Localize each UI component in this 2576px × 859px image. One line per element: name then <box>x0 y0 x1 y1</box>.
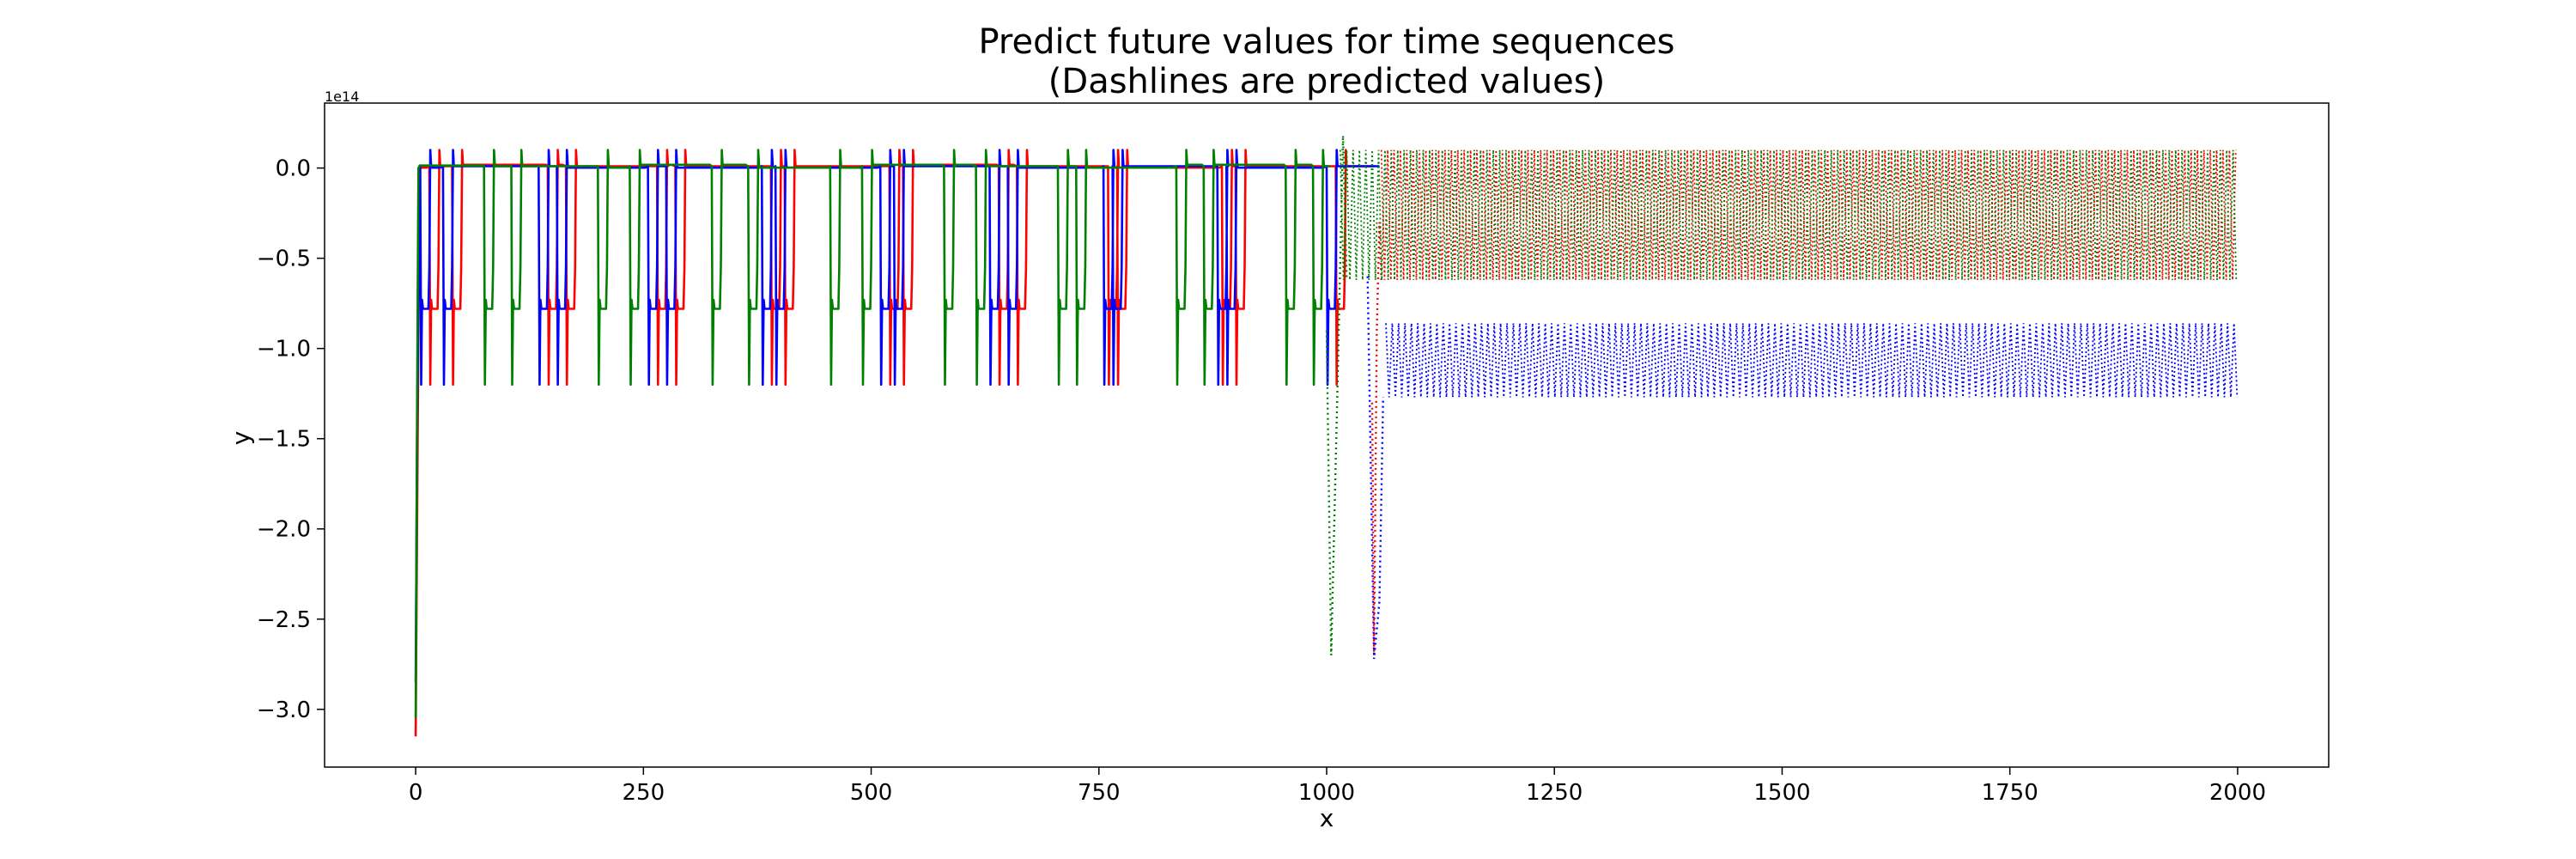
plot-area <box>414 135 2239 737</box>
x-tick-label: 1250 <box>1526 780 1583 806</box>
x-tick-label: 2000 <box>2209 780 2266 806</box>
x-tick-label: 750 <box>1078 780 1121 806</box>
chart-title-line-1: Predict future values for time sequences <box>978 22 1674 62</box>
x-tick-label: 500 <box>850 780 893 806</box>
x-axis-label: x <box>1320 804 1334 832</box>
x-tick-label: 250 <box>622 780 665 806</box>
x-tick-label: 0 <box>409 780 423 806</box>
predicted-series-band <box>1340 149 2238 280</box>
y-tick-label: −2.5 <box>257 607 311 633</box>
y-tick-label: −0.5 <box>257 247 311 272</box>
chart-title-line-2: (Dashlines are predicted values) <box>1048 62 1605 101</box>
observed-series-line <box>414 149 1331 719</box>
y-tick-label: −3.0 <box>257 698 311 723</box>
predicted-series-band <box>1385 323 2239 398</box>
plot-frame <box>324 102 2330 768</box>
predicted-series-lead-in <box>1325 135 1348 655</box>
observed-series-line <box>414 149 1380 683</box>
predicted-series-band <box>1380 149 2237 280</box>
y-tick-label: −1.0 <box>257 337 311 362</box>
y-tick-label: −1.5 <box>257 427 311 453</box>
predicted-series-lead-in <box>1366 276 1384 660</box>
y-tick-label: 0.0 <box>276 156 311 182</box>
y-tick-label: −2.0 <box>257 517 311 543</box>
x-tick-label: 1500 <box>1753 780 1810 806</box>
x-tick-label: 1750 <box>1982 780 2038 806</box>
axis-ticks: 0 250 500 750 1000 1250 1500 1750 2000 0.0 −0.5 −1.… <box>257 156 2266 806</box>
predicted-series-lead-in <box>1370 222 1382 655</box>
y-axis-label: y <box>227 431 255 446</box>
x-tick-label: 1000 <box>1298 780 1355 806</box>
y-offset-label: 1e14 <box>325 88 359 105</box>
